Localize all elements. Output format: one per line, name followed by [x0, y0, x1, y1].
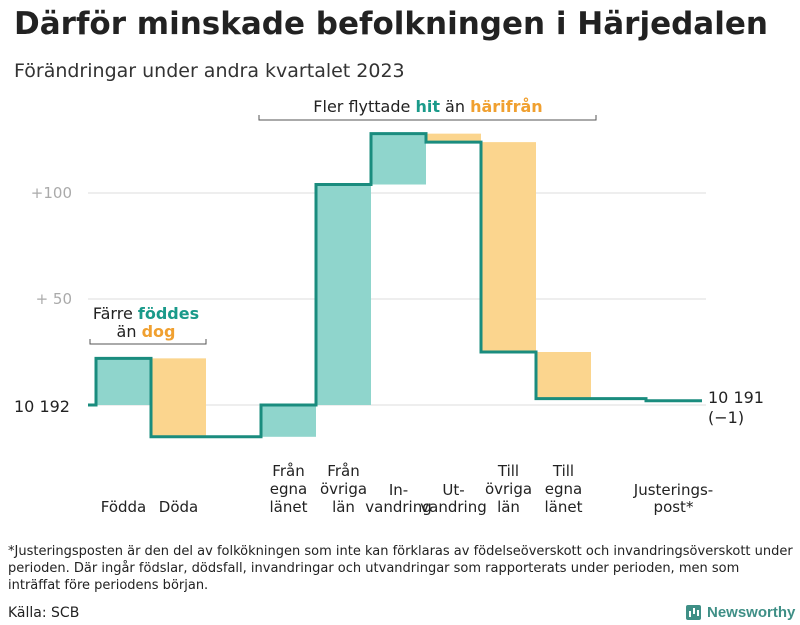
category-label: egna: [270, 480, 307, 498]
annotation-births-deaths-line1: Färre föddes: [93, 304, 199, 323]
category-label: övriga: [320, 480, 367, 498]
category-label: Till: [552, 462, 574, 480]
category-label: Ut-: [442, 481, 464, 499]
end-value-label: 10 191: [708, 388, 764, 407]
category-label: Till: [497, 462, 519, 480]
chart-title: Därför minskade befolkningen i Härjedale…: [14, 6, 768, 42]
annotation-bracket: [89, 339, 207, 345]
y-tick-label: +100: [31, 184, 72, 202]
newsworthy-logo: Newsworthy: [686, 604, 795, 621]
category-label: länet: [545, 498, 583, 516]
waterfall-bar: [371, 133, 426, 185]
brand-name: Newsworthy: [707, 604, 796, 621]
source-label: Källa: SCB: [8, 605, 80, 621]
category-label: vandring: [365, 498, 431, 516]
category-label: egna: [545, 480, 582, 498]
running-total-line: [88, 132, 702, 439]
category-label: länet: [270, 498, 308, 516]
waterfall-bar: [151, 358, 206, 437]
category-label: Från: [327, 462, 359, 480]
category-label: post*: [654, 498, 694, 516]
category-label: Från: [272, 462, 304, 480]
waterfall-bar: [536, 352, 591, 399]
footnote: *Justeringsposten är den del av folkökni…: [8, 544, 793, 593]
category-label: län: [497, 498, 520, 516]
waterfall-bar: [426, 133, 481, 143]
chart-subtitle: Förändringar under andra kvartalet 2023: [14, 60, 405, 82]
category-label: In-: [389, 481, 408, 499]
annotation-migration: Fler flyttade hit än härifrån: [313, 97, 542, 116]
end-change-label: (−1): [708, 408, 744, 427]
category-label: vandring: [420, 498, 486, 516]
waterfall-bar: [316, 184, 371, 405]
category-label: Justerings-: [633, 481, 713, 499]
bar-chart-icon: [686, 605, 701, 620]
waterfall-bar: [261, 405, 316, 437]
start-value-label: 10 192: [14, 397, 70, 416]
y-tick-label: + 50: [36, 290, 72, 308]
category-label: övriga: [485, 480, 532, 498]
waterfall-bar: [96, 358, 151, 405]
category-label: Födda: [101, 498, 147, 516]
annotation-bracket: [258, 115, 597, 121]
category-label: Döda: [159, 498, 198, 516]
annotation-births-deaths-line2: än dog: [117, 322, 176, 341]
waterfall-bar: [481, 142, 536, 352]
category-label: län: [332, 498, 355, 516]
